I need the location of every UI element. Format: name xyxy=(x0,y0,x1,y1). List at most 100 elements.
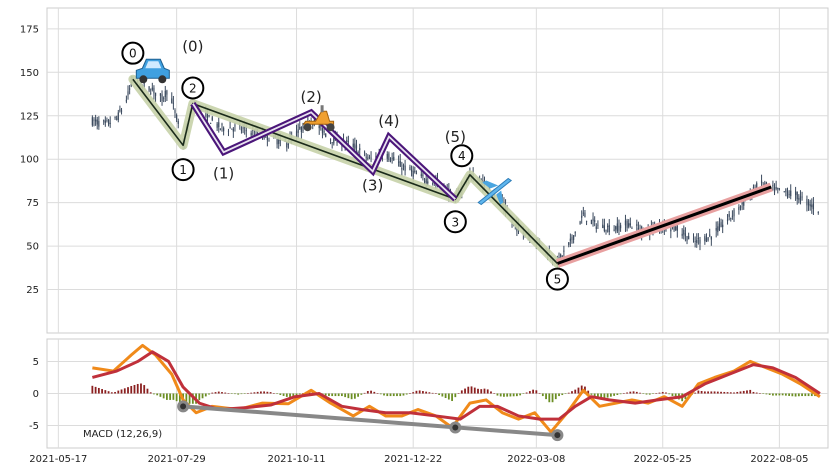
candle-body xyxy=(817,212,819,213)
candle-body xyxy=(250,132,252,136)
candle-body xyxy=(756,183,758,190)
divergence-point-core xyxy=(180,403,187,410)
candle-body xyxy=(208,114,210,117)
candle-body xyxy=(582,212,584,214)
candle-body xyxy=(613,229,615,231)
candle-body xyxy=(96,119,98,125)
candle-body xyxy=(608,225,610,233)
candle-body xyxy=(615,226,617,230)
candle-body xyxy=(720,222,722,228)
candle-body xyxy=(707,237,709,241)
candle-body xyxy=(777,188,779,189)
histogram-bar xyxy=(622,393,625,394)
histogram-bar xyxy=(613,393,616,396)
candle-body xyxy=(415,173,418,175)
candle-body xyxy=(240,129,243,131)
histogram-bar xyxy=(143,385,146,394)
histogram-bar xyxy=(441,393,444,397)
candle-body xyxy=(161,94,163,102)
histogram-bar xyxy=(467,386,470,394)
candle-body xyxy=(331,142,333,143)
candle-body xyxy=(726,219,729,222)
histogram-bar xyxy=(794,393,797,397)
candle-body xyxy=(219,128,221,130)
histogram-bar xyxy=(597,393,599,399)
candle-body xyxy=(681,233,683,236)
histogram-bar xyxy=(551,393,554,403)
candle-body xyxy=(728,214,730,217)
histogram-bar xyxy=(188,393,191,404)
histogram-bar xyxy=(726,392,729,394)
histogram-bar xyxy=(428,392,431,394)
candle-body xyxy=(673,223,675,231)
sub-wave-inner xyxy=(192,103,456,200)
histogram-bar xyxy=(350,393,353,400)
candle-body xyxy=(717,226,719,233)
histogram-bar xyxy=(389,393,392,397)
candle-body xyxy=(574,232,576,234)
candle-body xyxy=(422,174,424,177)
histogram-bar xyxy=(295,393,298,396)
candle-body xyxy=(425,178,427,184)
trend-line xyxy=(556,185,772,265)
candle-body xyxy=(560,254,562,257)
candle-body xyxy=(120,110,123,112)
candle-body xyxy=(603,225,605,231)
candle-body xyxy=(318,125,320,129)
histogram-bar xyxy=(169,393,172,400)
candle-body xyxy=(329,139,332,141)
candle-body xyxy=(605,229,607,232)
candle-body xyxy=(393,156,395,161)
candle-body xyxy=(743,199,745,206)
histogram-bar xyxy=(755,392,758,394)
histogram-bar xyxy=(415,390,418,394)
candle-body xyxy=(386,154,388,159)
histogram-bar xyxy=(451,393,453,402)
histogram-bar xyxy=(720,391,722,394)
histogram-bar xyxy=(648,393,651,395)
histogram-bar xyxy=(736,391,739,394)
histogram-bar xyxy=(133,384,136,394)
histogram-bar xyxy=(172,393,175,400)
candle-body xyxy=(399,160,401,167)
candle-body xyxy=(352,143,354,148)
candle-body xyxy=(409,166,411,171)
histogram-bar xyxy=(221,392,223,394)
candle-body xyxy=(775,186,777,189)
histogram-bar xyxy=(360,393,363,395)
candle-body xyxy=(389,160,392,162)
candle-body xyxy=(166,90,168,95)
candle-body xyxy=(420,174,422,177)
candle-body xyxy=(125,99,127,102)
candle-body xyxy=(595,226,597,230)
histogram-bar xyxy=(379,393,382,395)
histogram-bar xyxy=(807,393,810,397)
histogram-bar xyxy=(470,386,473,394)
candle-body xyxy=(323,130,325,133)
scooter-icon xyxy=(302,105,335,132)
macd-y-tick-label: -5 xyxy=(29,421,39,432)
histogram-bar xyxy=(778,393,781,396)
candle-body xyxy=(229,127,231,129)
candle-body xyxy=(670,229,672,232)
x-tick-label: 2021-05-17 xyxy=(29,454,87,465)
histogram-bar xyxy=(185,393,188,404)
candle-body xyxy=(95,119,97,122)
histogram-bar xyxy=(781,393,784,396)
histogram-bar xyxy=(217,391,220,394)
histogram-bar xyxy=(292,393,295,397)
histogram-bar xyxy=(422,391,424,394)
candle-body xyxy=(628,223,630,227)
candle-body xyxy=(227,130,230,132)
histogram-bar xyxy=(525,392,528,394)
wave-circle-0 xyxy=(121,41,145,65)
candle-body xyxy=(106,120,108,121)
candle-body xyxy=(365,156,367,158)
histogram-bar xyxy=(519,393,522,396)
candle-body xyxy=(676,225,678,231)
candle-body xyxy=(812,203,815,210)
histogram-bar xyxy=(603,393,606,399)
subwave-label: (5) xyxy=(445,128,466,146)
price-y-tick-label: 175 xyxy=(20,24,39,35)
